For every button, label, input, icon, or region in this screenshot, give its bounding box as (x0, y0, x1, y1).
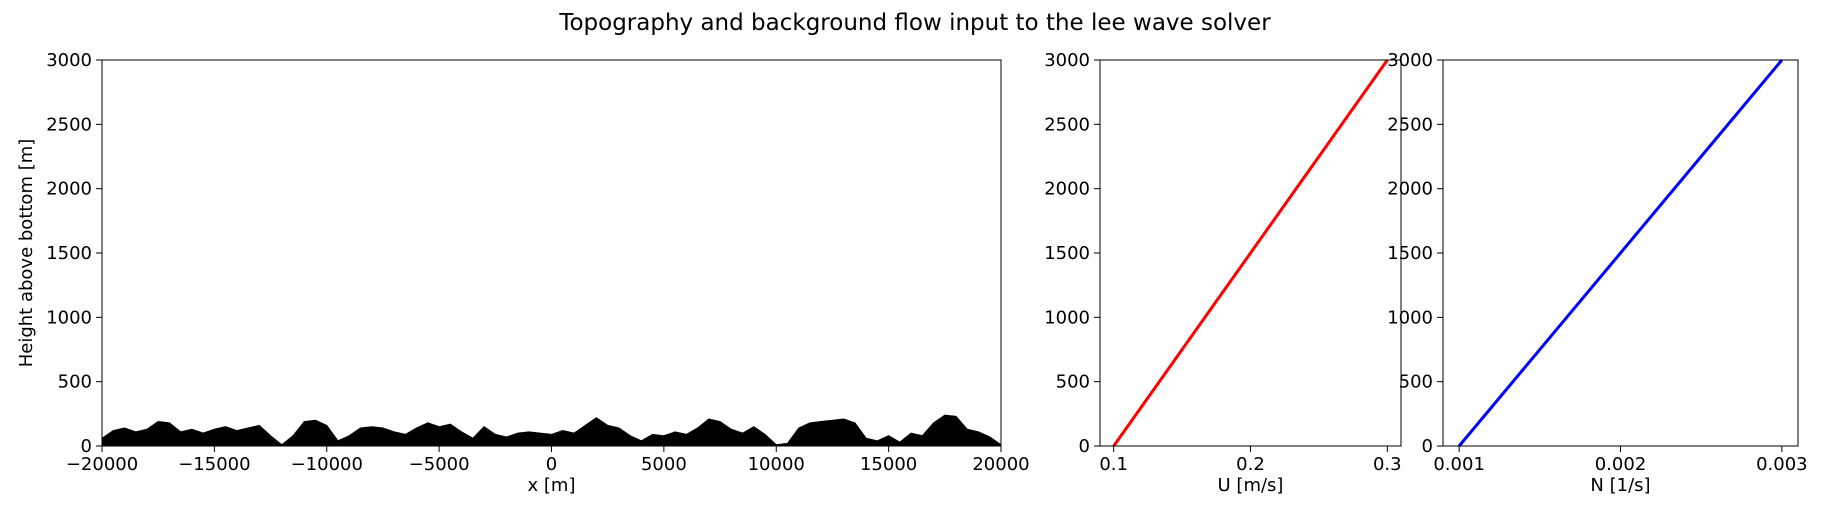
x-axis-label: x [m] (528, 475, 576, 496)
y-tick-label: 1000 (46, 307, 92, 328)
x-tick-label: 0.003 (1756, 454, 1808, 475)
x-tick-label: 0.2 (1236, 454, 1265, 475)
y-tick-label: 3000 (1387, 50, 1433, 71)
n-profile-line (1457, 59, 1784, 447)
panel-3: 0.001 0.002 0.003 0 500 1000 1500 2000 2500 3000 N… (1387, 50, 1807, 496)
x-axis-label: N [1/s] (1590, 475, 1650, 496)
x-tick-label: −5000 (409, 454, 470, 475)
y-tick-label: 1500 (1387, 243, 1433, 264)
y-tick-label: 2500 (1387, 114, 1433, 135)
x-tick-label: 0.1 (1099, 454, 1128, 475)
topography-area (101, 414, 1002, 447)
x-tick-label: 0 (546, 454, 557, 475)
x-tick-label: 0.001 (1433, 454, 1485, 475)
x-tick-label: 15000 (860, 454, 917, 475)
y-tick-label: 1000 (1044, 307, 1090, 328)
y-tick-label: 0 (81, 436, 92, 457)
y-tick-label: 0 (1422, 436, 1433, 457)
y-tick-label: 2500 (1044, 114, 1090, 135)
x-tick-label: 5000 (641, 454, 687, 475)
y-tick-label: 500 (58, 372, 92, 393)
x-tick-label: 20000 (972, 454, 1029, 475)
x-tick-label: −15000 (178, 454, 250, 475)
x-tick-label: 0.3 (1373, 454, 1402, 475)
y-tick-label: 3000 (46, 50, 92, 71)
panel-2: 0.1 0.2 0.3 0 500 1000 1500 2000 2500 3000 U [m/s] (1044, 50, 1401, 496)
x-tick-label: −10000 (291, 454, 363, 475)
y-tick-label: 1500 (1044, 243, 1090, 264)
y-tick-label: 3000 (1044, 50, 1090, 71)
figure-title: Topography and background flow input to … (558, 10, 1271, 36)
x-tick-label: 0.002 (1595, 454, 1647, 475)
y-tick-label: 2000 (1044, 179, 1090, 200)
y-tick-label: 2000 (46, 179, 92, 200)
u-profile-line (1112, 59, 1389, 447)
panels-group: −20000 −15000 −10000 −5000 0 5000 10000 15000 20… (16, 50, 1808, 496)
y-tick-label: 2500 (46, 114, 92, 135)
x-tick-label: −20000 (66, 454, 138, 475)
x-axis-label: U [m/s] (1218, 475, 1284, 496)
y-tick-label: 2000 (1387, 179, 1433, 200)
panel-1: −20000 −15000 −10000 −5000 0 5000 10000 15000 20… (16, 50, 1030, 496)
x-tick-label: 10000 (748, 454, 805, 475)
y-tick-label: 500 (1399, 372, 1433, 393)
y-tick-label: 0 (1079, 436, 1090, 457)
y-tick-label: 500 (1056, 372, 1090, 393)
y-tick-label: 1500 (46, 243, 92, 264)
y-axis-label: Height above bottom [m] (16, 139, 37, 368)
y-tick-label: 1000 (1387, 307, 1433, 328)
